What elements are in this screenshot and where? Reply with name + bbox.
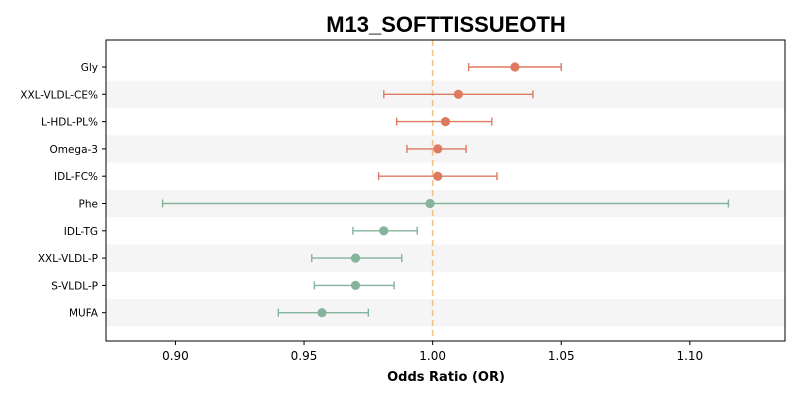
x-tick-label: 1.00 bbox=[419, 349, 446, 363]
point-estimate bbox=[433, 171, 443, 181]
forest-row bbox=[277, 308, 370, 318]
y-tick-label: IDL-TG bbox=[64, 226, 98, 238]
y-tick-label: XXL-VLDL-P bbox=[38, 253, 98, 265]
row-band bbox=[106, 244, 785, 272]
forest-row bbox=[377, 171, 498, 181]
y-tick-label: MUFA bbox=[69, 308, 99, 320]
y-axis: Gly XXL-VLDL-CE% L-HDL-PL% Omega-3 IDL-FC% Ph… bbox=[20, 62, 106, 320]
point-estimate bbox=[350, 253, 361, 263]
plot-frame bbox=[105, 39, 786, 342]
x-tick-label: 1.10 bbox=[676, 349, 703, 363]
point-estimate bbox=[425, 198, 435, 209]
forest-row bbox=[467, 62, 562, 72]
y-tick-label: Gly bbox=[81, 62, 98, 74]
y-tick-label: IDL-FC% bbox=[54, 171, 98, 183]
x-tick-label: 0.90 bbox=[162, 349, 189, 363]
forest-row bbox=[383, 89, 534, 99]
forest-row bbox=[311, 253, 403, 263]
point-estimate bbox=[350, 280, 361, 290]
x-axis: 0.90 0.95 1.00 1.05 1.10 bbox=[162, 341, 703, 363]
forest-row bbox=[352, 226, 418, 236]
forest-row bbox=[313, 280, 395, 290]
point-estimate bbox=[510, 62, 520, 72]
x-tick-label: 1.05 bbox=[548, 349, 575, 363]
forest-row bbox=[395, 117, 493, 127]
chart-title: M13_SOFTTISSUEOTH bbox=[326, 12, 566, 37]
forest-row bbox=[406, 144, 467, 154]
point-estimate bbox=[379, 226, 389, 236]
y-tick-label: S-VLDL-P bbox=[51, 280, 98, 292]
point-estimate bbox=[433, 144, 443, 154]
y-tick-label: XXL-VLDL-CE% bbox=[20, 89, 98, 101]
y-tick-label: L-HDL-PL% bbox=[41, 117, 98, 129]
row-band bbox=[106, 299, 785, 327]
point-estimate bbox=[453, 89, 463, 99]
x-tick-label: 0.95 bbox=[291, 349, 318, 363]
y-tick-label: Omega-3 bbox=[49, 144, 98, 156]
y-tick-label: Phe bbox=[79, 199, 98, 211]
data-marks bbox=[161, 62, 730, 318]
forest-row bbox=[161, 198, 730, 209]
point-estimate bbox=[440, 117, 451, 127]
x-axis-label: Odds Ratio (OR) bbox=[387, 370, 505, 385]
point-estimate bbox=[317, 308, 327, 318]
